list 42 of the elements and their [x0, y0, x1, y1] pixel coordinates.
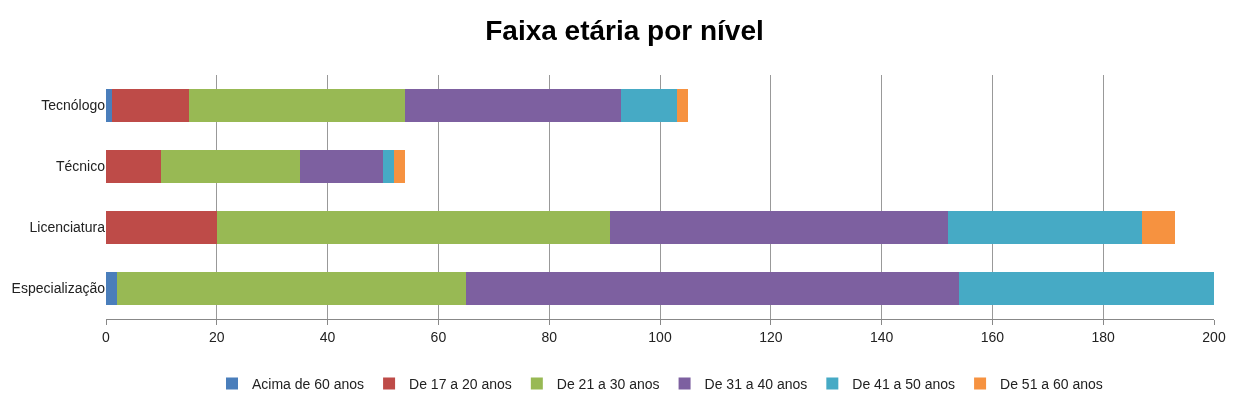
bar [383, 149, 395, 184]
legend-label: Acima de 60 anos [252, 375, 365, 392]
y-tick-label: Tecnólogo [41, 97, 106, 114]
x-tick-label: 120 [759, 328, 783, 345]
bar [948, 210, 1142, 245]
bar [106, 210, 217, 245]
legend-label: De 31 a 40 anos [704, 375, 808, 392]
y-tick-label: Especialização [11, 280, 106, 297]
legend-label: De 41 a 50 anos [852, 375, 956, 392]
legend-label: De 17 a 20 anos [409, 375, 512, 392]
bar [394, 149, 406, 184]
x-tick-label: 100 [648, 328, 672, 345]
x-tick-label: 180 [1091, 328, 1116, 345]
bar [106, 271, 118, 306]
bar [189, 88, 406, 123]
x-tick-label: 200 [1202, 328, 1226, 345]
x-tick-label: 20 [209, 328, 225, 345]
bar [1141, 210, 1176, 245]
y-tick-label: Licenciatura [29, 219, 106, 236]
x-tick-label: 80 [541, 328, 558, 345]
bar [161, 149, 300, 184]
bar [117, 271, 467, 306]
bar [111, 88, 190, 123]
legend-label: De 21 a 30 anos [556, 375, 660, 392]
x-tick-label: 0 [102, 328, 111, 345]
x-tick-label: 40 [319, 328, 336, 345]
bar [676, 88, 688, 123]
legend-label: De 51 a 60 anos [1000, 375, 1103, 392]
y-tick-label: Técnico [55, 158, 106, 175]
bar [106, 88, 112, 123]
bar [466, 271, 960, 306]
bar [959, 271, 1214, 306]
bar [106, 149, 162, 184]
bar [405, 88, 622, 123]
x-tick-label: 160 [980, 328, 1005, 345]
bar [299, 149, 383, 184]
x-tick-label: 140 [869, 328, 894, 345]
bar [216, 210, 611, 245]
bar [610, 210, 949, 245]
chart-title: Faixa etária por nível [485, 15, 764, 47]
x-tick-label: 60 [430, 328, 447, 345]
bar [621, 88, 677, 123]
